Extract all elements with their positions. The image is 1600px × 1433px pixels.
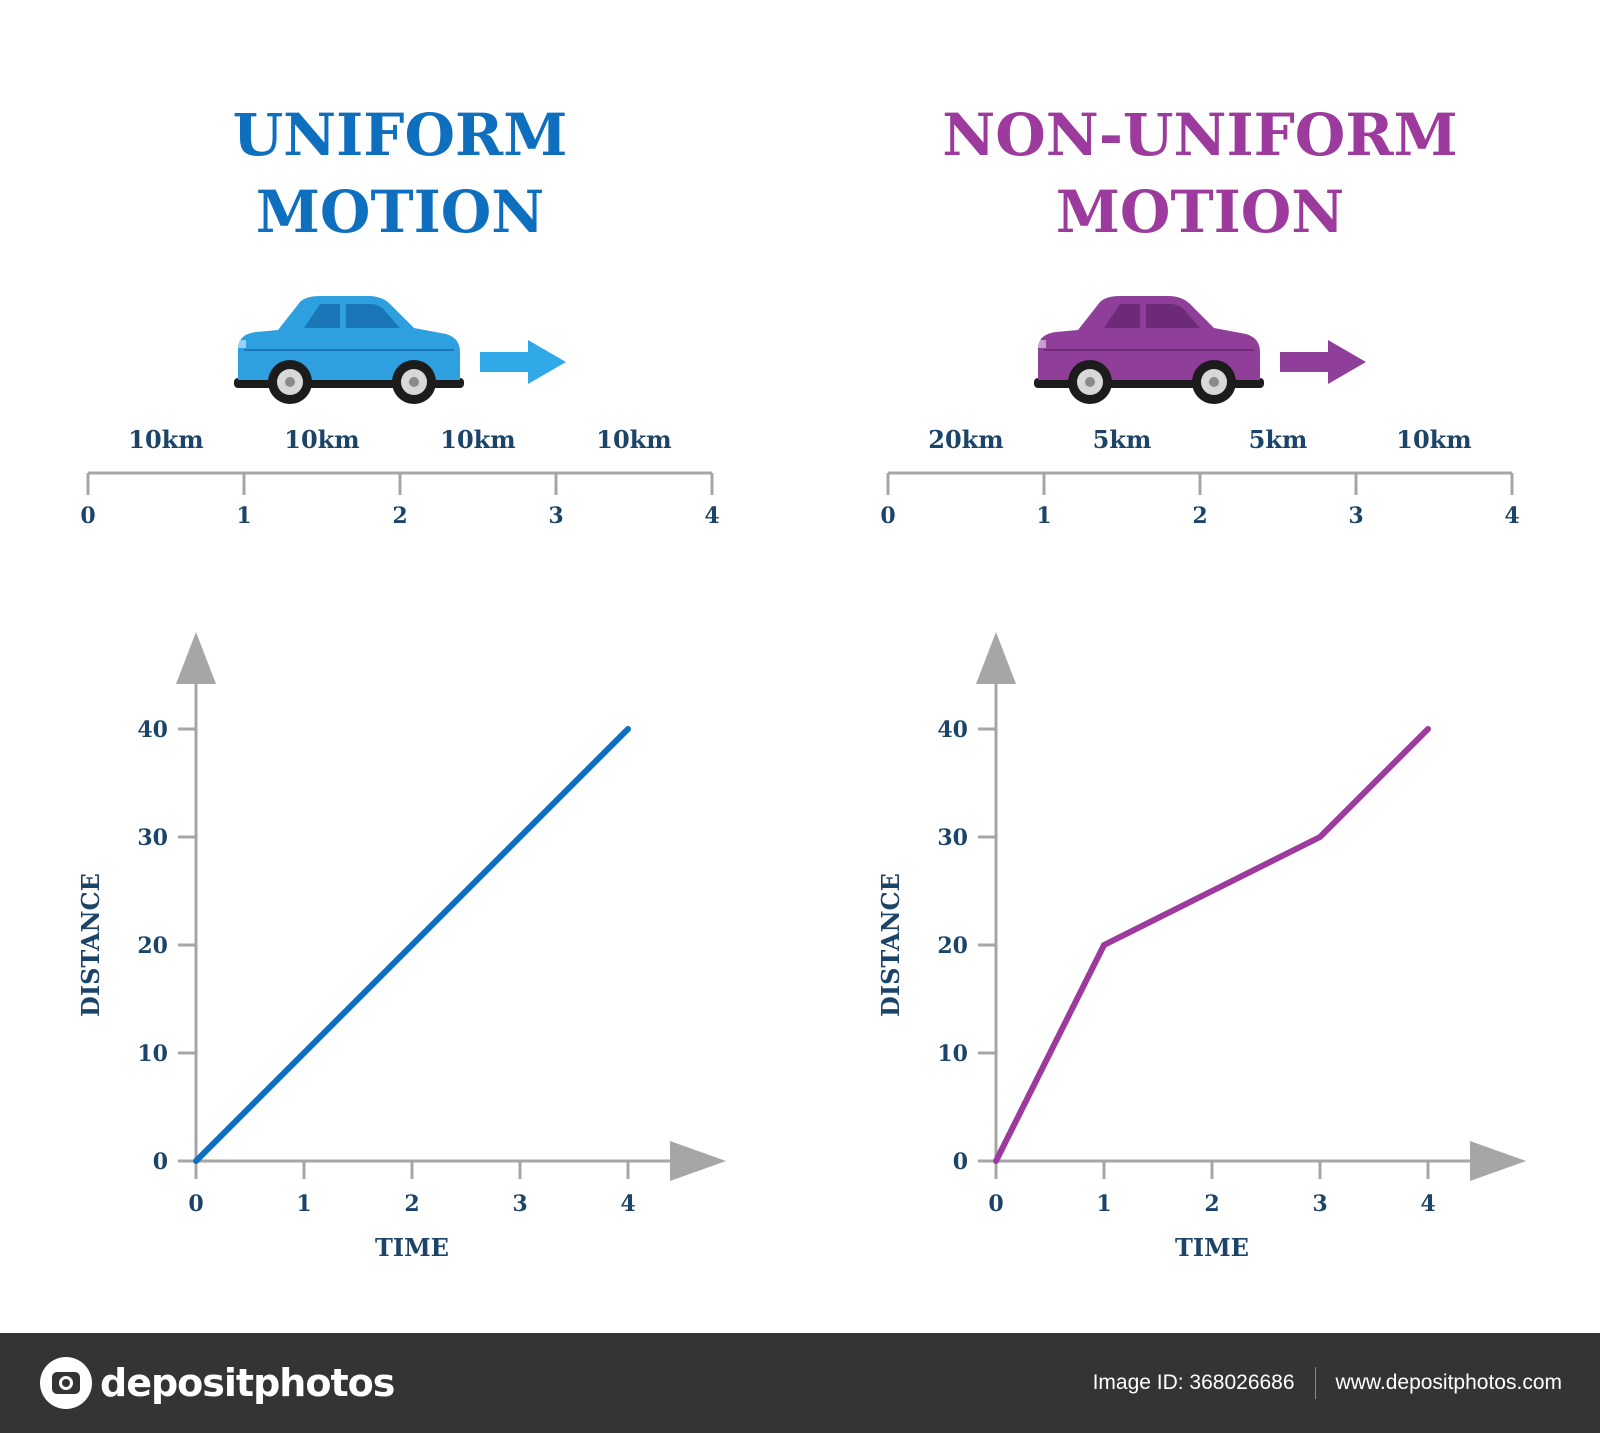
y-axis-arrow-icon bbox=[976, 632, 1016, 684]
x-tick-label: 0 bbox=[988, 1191, 1003, 1217]
timeline-tick-label: 3 bbox=[1348, 503, 1363, 529]
x-tick-label: 2 bbox=[404, 1191, 419, 1217]
y-tick-label: 40 bbox=[937, 717, 968, 743]
y-tick-label: 20 bbox=[137, 933, 168, 959]
segment-distance-label: 5km bbox=[1249, 425, 1308, 454]
y-tick-label: 10 bbox=[137, 1041, 168, 1067]
x-axis-label: TIME bbox=[1175, 1233, 1249, 1262]
segment-distance-label: 10km bbox=[1396, 425, 1471, 454]
motion-arrow-icon bbox=[480, 340, 566, 384]
car-hub bbox=[1085, 377, 1095, 387]
timeline-tick-label: 4 bbox=[704, 503, 719, 529]
timeline-tick-label: 2 bbox=[1192, 503, 1207, 529]
car-hub bbox=[409, 377, 419, 387]
segment-distance-label: 10km bbox=[440, 425, 515, 454]
series-line bbox=[993, 726, 1431, 1164]
y-tick-label: 20 bbox=[937, 933, 968, 959]
motion-arrow-icon bbox=[1280, 340, 1366, 384]
footer-bar: depositphotos Image ID: 368026686 www.de… bbox=[0, 1333, 1600, 1433]
car-window-front bbox=[1104, 304, 1140, 328]
segment-distance-label: 5km bbox=[1093, 425, 1152, 454]
timeline-tick-label: 1 bbox=[236, 503, 251, 529]
car-body bbox=[1038, 296, 1260, 380]
x-tick-label: 1 bbox=[296, 1191, 311, 1217]
image-id: Image ID: 368026686 bbox=[1092, 1371, 1295, 1394]
y-axis-label: DISTANCE bbox=[76, 873, 105, 1017]
x-axis-arrow-icon bbox=[1470, 1141, 1526, 1181]
car-body bbox=[238, 296, 460, 380]
title-line-2: MOTION bbox=[1056, 178, 1345, 246]
brand-name: depositphotos bbox=[100, 1361, 395, 1405]
timeline-tick-label: 0 bbox=[80, 503, 95, 529]
x-axis-arrow-icon bbox=[670, 1141, 726, 1181]
timeline-tick-label: 4 bbox=[1504, 503, 1519, 529]
segment-distance-label: 10km bbox=[596, 425, 671, 454]
car-light bbox=[1036, 340, 1046, 348]
distance-time-chart: 0 10 20 30 40 0 1 2 3 4 TIME DISTANCE bbox=[876, 632, 1526, 1262]
site-url[interactable]: www.depositphotos.com bbox=[1335, 1371, 1562, 1394]
car-hub bbox=[1209, 377, 1219, 387]
segment-distance-label: 10km bbox=[284, 425, 359, 454]
y-axis-arrow-icon bbox=[176, 632, 216, 684]
x-tick-label: 3 bbox=[1312, 1191, 1327, 1217]
car-window-rear bbox=[1146, 304, 1200, 328]
car-window-front bbox=[304, 304, 340, 328]
title-line-2: MOTION bbox=[256, 178, 545, 246]
y-tick-label: 40 bbox=[137, 717, 168, 743]
title-line-1: UNIFORM bbox=[233, 101, 568, 169]
footer-divider bbox=[1314, 1367, 1316, 1399]
y-tick-label: 0 bbox=[153, 1149, 168, 1175]
x-tick-label: 1 bbox=[1096, 1191, 1111, 1217]
y-axis-label: DISTANCE bbox=[876, 873, 905, 1017]
x-axis-label: TIME bbox=[375, 1233, 449, 1262]
car-window-rear bbox=[346, 304, 400, 328]
distance-time-chart: 0 10 20 30 40 0 1 2 3 4 TIME DISTANCE bbox=[76, 632, 726, 1262]
camera-icon bbox=[40, 1357, 92, 1409]
timeline-tick-label: 2 bbox=[392, 503, 407, 529]
x-tick-label: 4 bbox=[1420, 1191, 1435, 1217]
x-tick-label: 2 bbox=[1204, 1191, 1219, 1217]
y-tick-label: 0 bbox=[953, 1149, 968, 1175]
x-tick-label: 4 bbox=[620, 1191, 635, 1217]
y-tick-label: 10 bbox=[937, 1041, 968, 1067]
timeline-tick-label: 3 bbox=[548, 503, 563, 529]
segment-distance-label: 20km bbox=[928, 425, 1003, 454]
title-line-1: NON-UNIFORM bbox=[942, 101, 1457, 169]
y-tick-label: 30 bbox=[937, 825, 968, 851]
y-tick-label: 30 bbox=[137, 825, 168, 851]
car-hub bbox=[285, 377, 295, 387]
brand-logo[interactable]: depositphotos bbox=[40, 1355, 395, 1411]
segment-distance-label: 10km bbox=[128, 425, 203, 454]
car-light bbox=[236, 340, 246, 348]
x-tick-label: 0 bbox=[188, 1191, 203, 1217]
timeline-tick-label: 0 bbox=[880, 503, 895, 529]
timeline-tick-label: 1 bbox=[1036, 503, 1051, 529]
x-tick-label: 3 bbox=[512, 1191, 527, 1217]
